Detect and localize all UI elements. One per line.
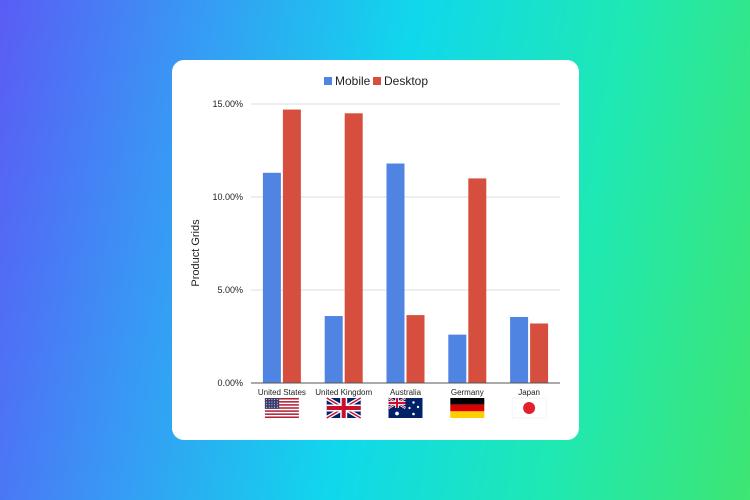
gridlines (251, 103, 560, 291)
uk-flag (325, 396, 362, 420)
category-labels: United States United Kingdom Australia Germ… (258, 388, 540, 397)
bar-mobile-germany (448, 334, 467, 383)
category-label: United States (258, 388, 306, 397)
germany-flag (450, 398, 485, 418)
y-axis-ticks: 0.00% 5.00% 10.00% 15.00% (212, 99, 243, 388)
bar-desktop-japan (530, 323, 549, 383)
y-tick-label: 0.00% (217, 378, 243, 388)
y-tick-label: 15.00% (212, 99, 243, 109)
flags (264, 396, 547, 420)
legend-label-desktop: Desktop (384, 74, 428, 88)
legend-swatch-desktop (373, 77, 381, 85)
japan-flag (511, 397, 547, 419)
bar-desktop-united-states (282, 109, 301, 383)
legend-label-mobile: Mobile (335, 74, 371, 88)
bar-mobile-australia (386, 163, 405, 383)
bar-desktop-australia (406, 315, 425, 383)
legend: Mobile Desktop (324, 74, 428, 88)
bar-mobile-united-states (262, 172, 281, 383)
category-label: Japan (518, 388, 540, 397)
y-tick-label: 5.00% (217, 285, 243, 295)
chart-card: 0.00% 5.00% 10.00% 15.00% Product Grids Uni… (172, 60, 579, 440)
bar-desktop-germany (468, 178, 487, 383)
bar-chart: 0.00% 5.00% 10.00% 15.00% Product Grids Uni… (190, 74, 560, 420)
category-label: Australia (390, 388, 422, 397)
y-axis-title: Product Grids (190, 219, 202, 287)
bar-mobile-united-kingdom (324, 316, 343, 383)
category-label: United Kingdom (315, 388, 372, 397)
australia-flag (387, 397, 423, 418)
us-flag (264, 398, 299, 418)
bar-mobile-japan (510, 316, 529, 383)
legend-swatch-mobile (324, 77, 332, 85)
bars (262, 109, 549, 384)
bar-desktop-united-kingdom (344, 113, 363, 384)
category-label: Germany (451, 388, 484, 397)
y-tick-label: 10.00% (212, 192, 243, 202)
